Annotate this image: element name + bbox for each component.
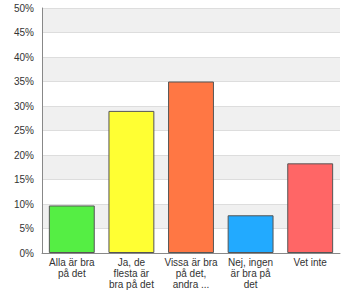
svg-text:0%: 0% — [20, 248, 35, 259]
svg-text:40%: 40% — [14, 52, 34, 63]
svg-text:30%: 30% — [14, 101, 34, 112]
svg-text:andra ...: andra ... — [173, 279, 210, 290]
svg-text:20%: 20% — [14, 150, 34, 161]
svg-text:50%: 50% — [14, 3, 34, 14]
svg-text:är bra på: är bra på — [231, 268, 271, 279]
svg-text:25%: 25% — [14, 125, 34, 136]
svg-text:Ja, de: Ja, de — [118, 257, 146, 268]
svg-text:Alla är bra: Alla är bra — [49, 257, 95, 268]
svg-text:Vissa är bra: Vissa är bra — [164, 257, 218, 268]
svg-text:5%: 5% — [20, 223, 35, 234]
svg-text:15%: 15% — [14, 174, 34, 185]
svg-text:det: det — [244, 279, 258, 290]
svg-text:35%: 35% — [14, 76, 34, 87]
svg-text:på det: på det — [58, 268, 86, 279]
svg-text:flesta är: flesta är — [114, 268, 150, 279]
svg-text:Nej, ingen: Nej, ingen — [228, 257, 273, 268]
svg-text:bra på det: bra på det — [109, 279, 154, 290]
svg-text:10%: 10% — [14, 199, 34, 210]
svg-text:45%: 45% — [14, 27, 34, 38]
svg-text:Vet inte: Vet inte — [294, 257, 328, 268]
svg-text:på det,: på det, — [176, 268, 207, 279]
